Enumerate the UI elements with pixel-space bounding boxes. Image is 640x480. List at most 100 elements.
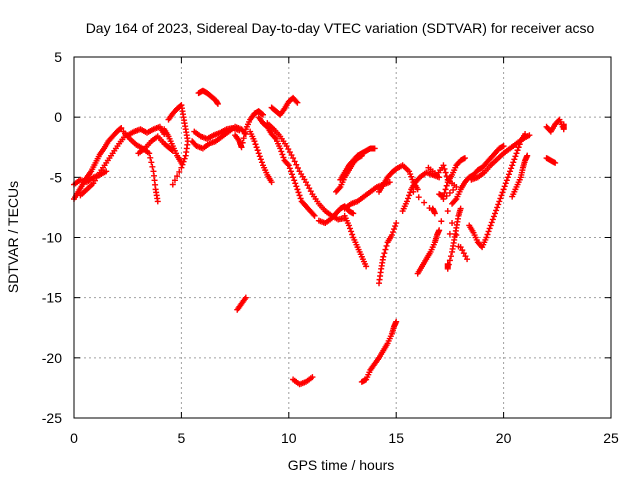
series-arc-34: [509, 152, 531, 200]
data-point: [457, 205, 464, 212]
data-point: [388, 232, 395, 239]
data-point: [291, 158, 298, 165]
data-point: [103, 168, 110, 175]
data-point: [288, 152, 295, 159]
data-point: [500, 186, 507, 193]
series-arc-17: [264, 120, 348, 223]
data-point: [502, 180, 509, 187]
data-point: [307, 188, 314, 195]
data-point: [286, 149, 293, 156]
data-point: [408, 173, 415, 180]
data-point: [349, 231, 356, 238]
y-tick-label: -15: [42, 290, 62, 306]
data-point: [294, 186, 301, 193]
data-point: [294, 165, 301, 172]
data-point: [146, 150, 153, 157]
data-point: [182, 152, 189, 159]
series-arc-10: [191, 124, 243, 142]
data-point: [486, 225, 493, 232]
data-point: [415, 194, 422, 201]
data-point: [495, 201, 502, 208]
data-point: [285, 162, 292, 169]
data-point: [446, 189, 453, 196]
data-point: [552, 159, 559, 166]
data-point: [431, 210, 438, 217]
data-point: [294, 99, 301, 106]
data-point: [505, 171, 512, 178]
data-point: [381, 250, 388, 257]
data-point: [345, 222, 352, 229]
data-point: [171, 177, 178, 184]
data-point: [426, 205, 433, 212]
data-point: [511, 156, 518, 163]
data-point: [279, 151, 286, 158]
data-point: [336, 185, 343, 192]
x-axis-label: GPS time / hours: [288, 457, 395, 473]
data-point: [255, 150, 262, 157]
data-point: [501, 183, 508, 190]
data-point: [459, 247, 466, 254]
data-point: [464, 256, 471, 263]
chart-title: Day 164 of 2023, Sidereal Day-to-day VTE…: [86, 20, 595, 36]
data-point: [443, 182, 450, 189]
x-tick-label: 20: [496, 430, 512, 446]
data-point: [154, 198, 161, 205]
data-point: [271, 134, 278, 141]
data-point: [406, 168, 413, 175]
data-point: [524, 152, 531, 159]
data-point: [304, 182, 311, 189]
data-point: [441, 165, 448, 172]
data-point: [513, 150, 520, 157]
data-point: [258, 110, 265, 117]
data-point: [393, 318, 400, 325]
data-point: [295, 189, 302, 196]
data-point: [496, 198, 503, 205]
data-point: [382, 246, 389, 253]
data-point: [449, 220, 456, 227]
data-point: [240, 135, 247, 142]
data-point: [514, 147, 521, 154]
data-point: [421, 199, 428, 206]
data-point: [290, 155, 297, 162]
data-point: [447, 253, 454, 260]
data-point: [118, 124, 125, 131]
series-arc-33: [468, 132, 533, 183]
data-point: [497, 195, 504, 202]
series-arc-29: [444, 205, 464, 272]
data-point: [461, 155, 468, 162]
data-point: [149, 163, 156, 170]
data-point: [117, 125, 124, 132]
data-point: [499, 189, 506, 196]
data-point: [504, 174, 511, 181]
data-point: [500, 143, 507, 150]
data-point: [446, 230, 453, 237]
data-point: [311, 212, 318, 219]
y-tick-label: -20: [42, 350, 62, 366]
data-point: [371, 145, 378, 152]
data-point: [453, 232, 460, 239]
data-point: [441, 189, 448, 196]
plot-frame: [73, 56, 612, 419]
data-point: [409, 176, 416, 183]
data-point: [440, 162, 447, 169]
data-point: [174, 173, 181, 180]
data-point: [310, 211, 317, 218]
data-point: [252, 141, 259, 148]
data-point: [260, 111, 267, 118]
series-arc-36: [543, 155, 559, 166]
series-arc-35: [543, 116, 567, 135]
data-point: [526, 132, 533, 139]
data-point: [254, 147, 261, 154]
data-point: [446, 257, 453, 264]
data-point: [436, 227, 443, 234]
y-tick-label: 5: [54, 49, 62, 65]
series-arc-14: [255, 114, 318, 219]
data-point: [291, 177, 298, 184]
series-arc-5: [124, 123, 168, 139]
series-arc-31: [449, 143, 507, 207]
data-point: [487, 222, 494, 229]
series-arc-21: [333, 152, 365, 195]
data-point: [498, 192, 505, 199]
data-point: [306, 185, 313, 192]
series-arc-24: [358, 318, 400, 385]
